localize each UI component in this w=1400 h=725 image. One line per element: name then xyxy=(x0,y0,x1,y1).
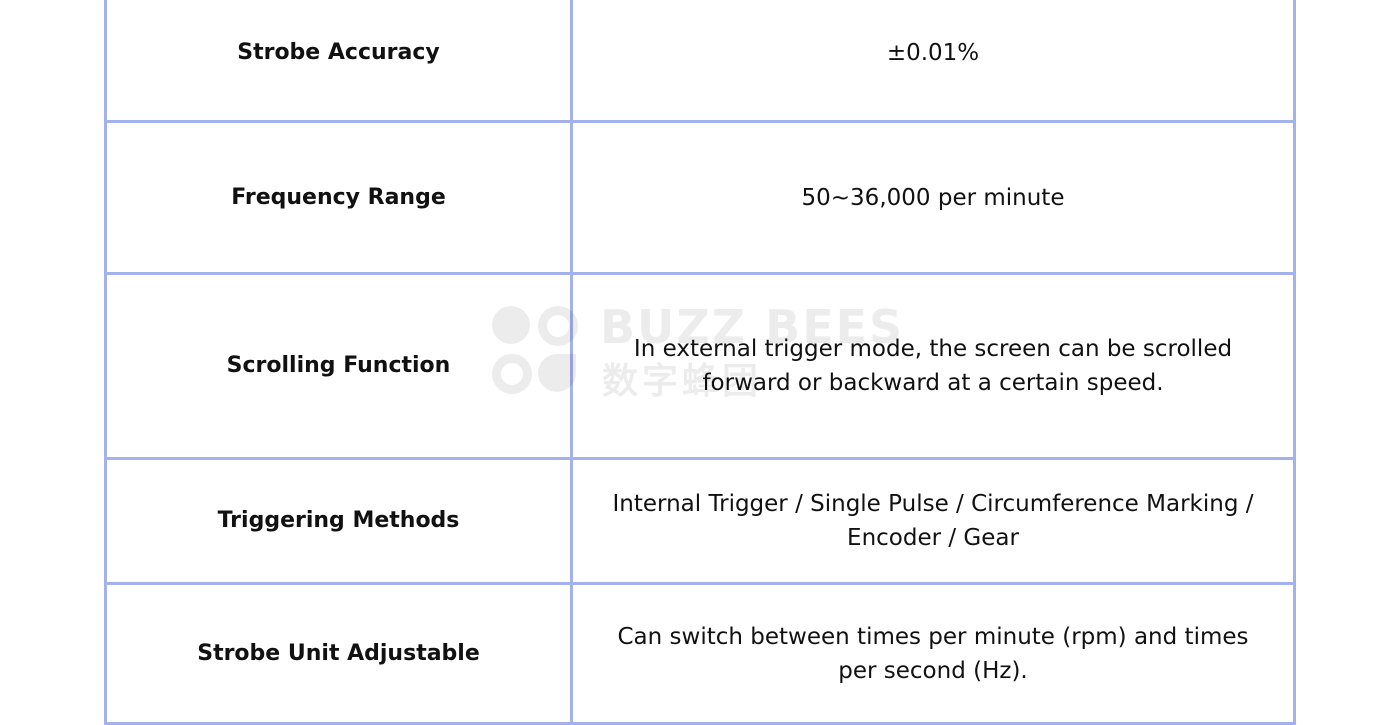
spec-label: Strobe Unit Adjustable xyxy=(104,582,573,725)
spec-value: In external trigger mode, the screen can… xyxy=(570,272,1296,460)
spec-label: Strobe Accuracy xyxy=(104,0,573,123)
table-row: Scrolling Function In external trigger m… xyxy=(104,272,1296,460)
spec-table: Strobe Accuracy ±0.01% Frequency Range 5… xyxy=(104,0,1296,725)
spec-label: Scrolling Function xyxy=(104,272,573,460)
spec-value: Can switch between times per minute (rpm… xyxy=(570,582,1296,725)
table-row: Strobe Accuracy ±0.01% xyxy=(104,0,1296,123)
table-row: Strobe Unit Adjustable Can switch betwee… xyxy=(104,582,1296,725)
table-row: Frequency Range 50~36,000 per minute xyxy=(104,120,1296,275)
spec-value-text: Internal Trigger / Single Pulse / Circum… xyxy=(612,491,1254,551)
spec-value: 50~36,000 per minute xyxy=(570,120,1296,275)
spec-value: Internal Trigger / Single Pulse / Circum… xyxy=(570,457,1296,585)
spec-value-text: In external trigger mode, the screen can… xyxy=(633,336,1233,396)
spec-label: Triggering Methods xyxy=(104,457,573,585)
spec-value: ±0.01% xyxy=(570,0,1296,123)
spec-label: Frequency Range xyxy=(104,120,573,275)
table-row: Triggering Methods Internal Trigger / Si… xyxy=(104,457,1296,585)
spec-value-text: Can switch between times per minute (rpm… xyxy=(617,623,1249,684)
